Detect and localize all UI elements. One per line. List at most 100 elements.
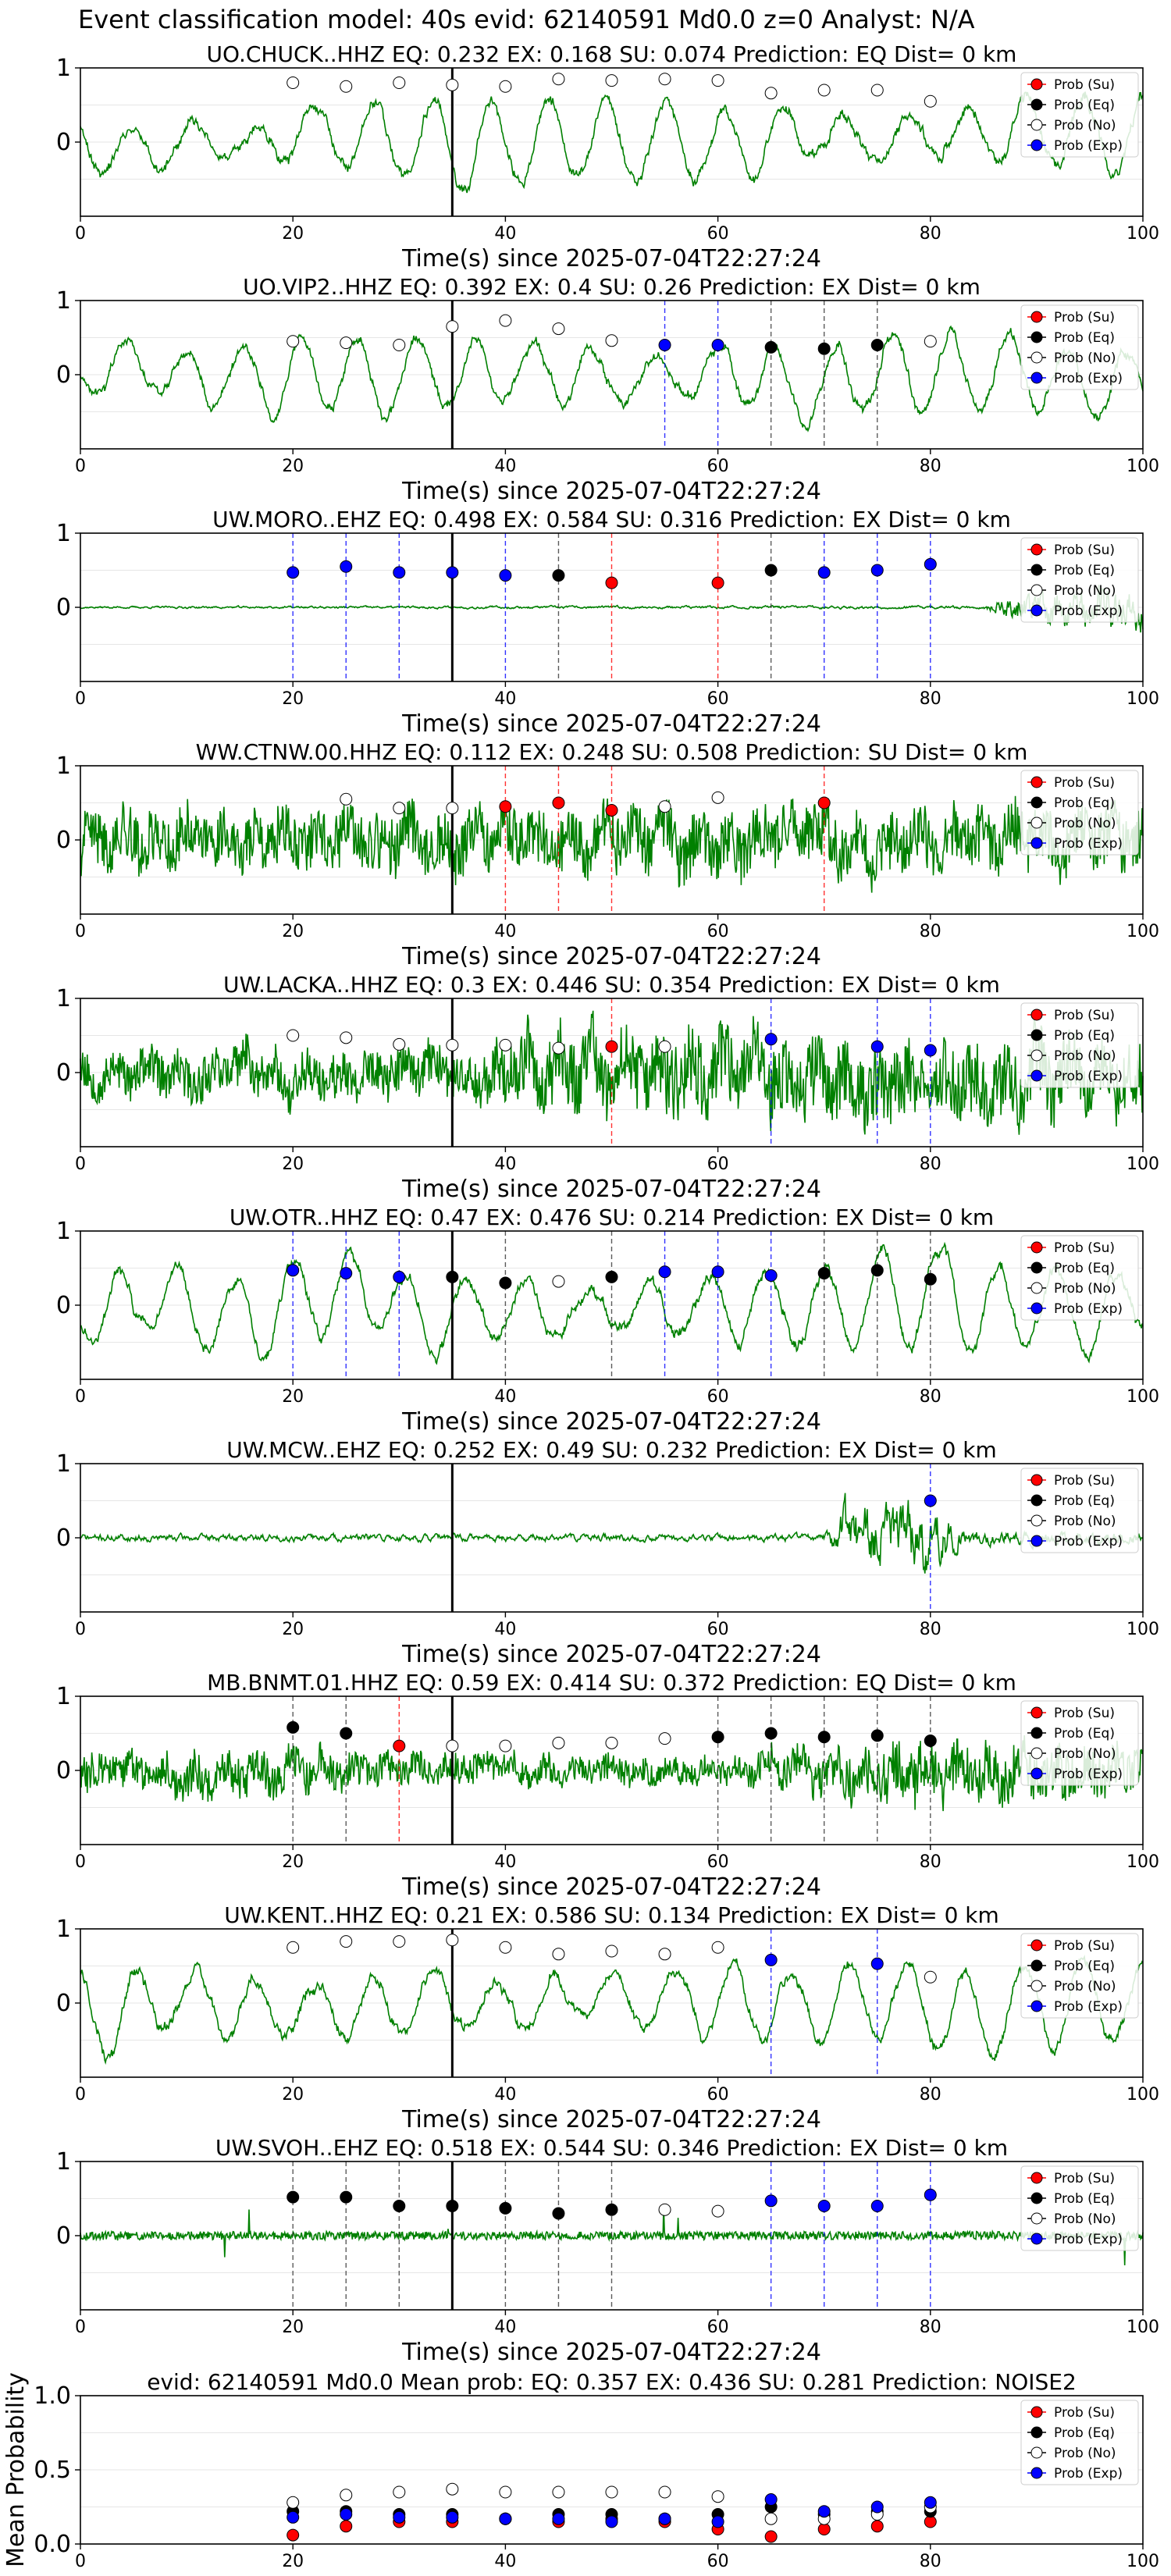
mean-marker-su (817, 2523, 831, 2535)
x-tick-label: 40 (494, 1155, 516, 1174)
legend-marker-no (1030, 119, 1043, 131)
prob-marker-no (393, 802, 406, 815)
prob-marker-exp (340, 560, 353, 573)
x-tick-label: 80 (920, 1387, 941, 1407)
y-tick-label: 1 (56, 287, 71, 315)
prob-marker-no (605, 1736, 618, 1749)
mean-marker-exp (552, 2512, 565, 2525)
prob-marker-no (393, 339, 406, 351)
prob-marker-eq (817, 1267, 831, 1280)
legend-marker-no (1030, 817, 1043, 829)
panel-title: UW.MCW..EHZ EQ: 0.252 EX: 0.49 SU: 0.232… (226, 1437, 997, 1463)
x-axis-label: Time(s) since 2025-07-04T22:27:24 (401, 1641, 821, 1668)
legend-label-no: Prob (No) (1054, 1048, 1116, 1064)
x-tick-label: 0 (75, 2552, 86, 2571)
prob-marker-exp (446, 566, 459, 579)
mean-marker-exp (287, 2510, 300, 2524)
legend-label-eq: Prob (Eq) (1054, 1726, 1115, 1742)
x-tick-label: 40 (494, 689, 516, 709)
legend-marker-no (1030, 2212, 1043, 2225)
prob-marker-exp (711, 339, 724, 351)
x-tick-label: 80 (920, 2318, 941, 2337)
legend-marker-su (1030, 1474, 1043, 1486)
prob-marker-no (499, 80, 512, 93)
panel-5: UW.LACKA..HHZ EQ: 0.3 EX: 0.446 SU: 0.35… (56, 972, 1159, 1203)
panel-title: UO.VIP2..HHZ EQ: 0.392 EX: 0.4 SU: 0.26 … (243, 274, 981, 300)
legend-marker-exp (1030, 2233, 1043, 2245)
prob-marker-eq (764, 564, 778, 577)
prob-marker-no (340, 1031, 353, 1044)
legend-box (1020, 2400, 1139, 2485)
panel-title: UW.LACKA..HHZ EQ: 0.3 EX: 0.446 SU: 0.35… (223, 972, 1000, 998)
x-tick-label: 100 (1127, 224, 1159, 244)
mean-marker-exp (817, 2505, 831, 2518)
mean-marker-su (924, 2515, 937, 2528)
prob-marker-no (658, 1040, 671, 1053)
x-tick-label: 60 (707, 922, 729, 941)
legend-label-no: Prob (No) (1054, 2211, 1116, 2227)
waveform-trace (80, 1010, 1144, 1135)
prob-marker-exp (870, 1957, 884, 1970)
legend-label-no: Prob (No) (1054, 1514, 1116, 1529)
x-tick-label: 100 (1127, 457, 1159, 476)
mean-marker-su (870, 2520, 884, 2533)
legend-marker-exp (1030, 139, 1043, 151)
x-tick-label: 60 (707, 1387, 729, 1407)
prob-marker-no (817, 84, 831, 97)
prob-marker-eq (446, 2200, 459, 2212)
panel-title: MB.BNMT.01.HHZ EQ: 0.59 EX: 0.414 SU: 0.… (207, 1670, 1016, 1695)
legend-label-su: Prob (Su) (1054, 310, 1115, 326)
y-tick-label: 0 (56, 1757, 71, 1784)
legend-marker-no (1030, 1747, 1043, 1759)
legend-marker-no (1030, 1980, 1043, 1992)
prob-marker-exp (393, 566, 406, 579)
legend-marker-no (1030, 1049, 1043, 1062)
prob-marker-no (393, 1037, 406, 1051)
mean-marker-no (711, 2490, 724, 2503)
prob-marker-exp (764, 2194, 778, 2208)
prob-marker-no (552, 1041, 565, 1055)
prob-marker-no (446, 1739, 459, 1752)
prob-marker-no (499, 1941, 512, 1954)
legend-box (1020, 304, 1139, 390)
x-tick-label: 40 (494, 2552, 516, 2571)
prob-marker-eq (287, 2190, 300, 2204)
x-tick-label: 40 (494, 1620, 516, 1639)
x-tick-label: 40 (494, 2085, 516, 2105)
legend-marker-su (1030, 1706, 1043, 1719)
prob-marker-exp (924, 2188, 937, 2201)
legend-marker-exp (1030, 1069, 1043, 1082)
x-tick-label: 0 (75, 1620, 86, 1639)
legend-label-eq: Prob (Eq) (1054, 563, 1115, 578)
legend-marker-eq (1030, 1494, 1043, 1507)
legend-label-eq: Prob (Eq) (1054, 1493, 1115, 1509)
legend-marker-exp (1030, 1767, 1043, 1780)
panel-4: WW.CTNW.00.HHZ EQ: 0.112 EX: 0.248 SU: 0… (56, 739, 1159, 970)
panel-8: MB.BNMT.01.HHZ EQ: 0.59 EX: 0.414 SU: 0.… (56, 1670, 1159, 1901)
legend-marker-eq (1030, 98, 1043, 111)
prob-marker-su (393, 1739, 406, 1752)
prob-marker-exp (340, 1267, 353, 1280)
prob-marker-no (658, 1948, 671, 1961)
legend-marker-eq (1030, 1727, 1043, 1739)
y-tick-label: 1 (56, 753, 71, 780)
mean-marker-no (605, 2485, 618, 2499)
x-axis-label: Time(s) since 2025-07-04T22:27:24 (401, 478, 821, 505)
legend-marker-exp (1030, 1535, 1043, 1547)
legend-marker-eq (1030, 331, 1043, 343)
legend-marker-no (1030, 1514, 1043, 1527)
prob-marker-eq (817, 342, 831, 355)
mean-marker-su (764, 2530, 778, 2543)
legend-box (1020, 1002, 1139, 1088)
prob-marker-no (552, 73, 565, 86)
x-tick-label: 80 (920, 2085, 941, 2105)
legend-label-su: Prob (Su) (1054, 77, 1115, 93)
legend-box (1020, 537, 1139, 623)
prob-marker-no (340, 336, 353, 350)
legend-label-exp: Prob (Exp) (1054, 138, 1123, 154)
waveform-trace (80, 1954, 1144, 2065)
prob-marker-exp (764, 1953, 778, 1966)
prob-marker-su (711, 576, 724, 589)
x-tick-label: 40 (494, 457, 516, 476)
x-tick-label: 20 (282, 1620, 304, 1639)
